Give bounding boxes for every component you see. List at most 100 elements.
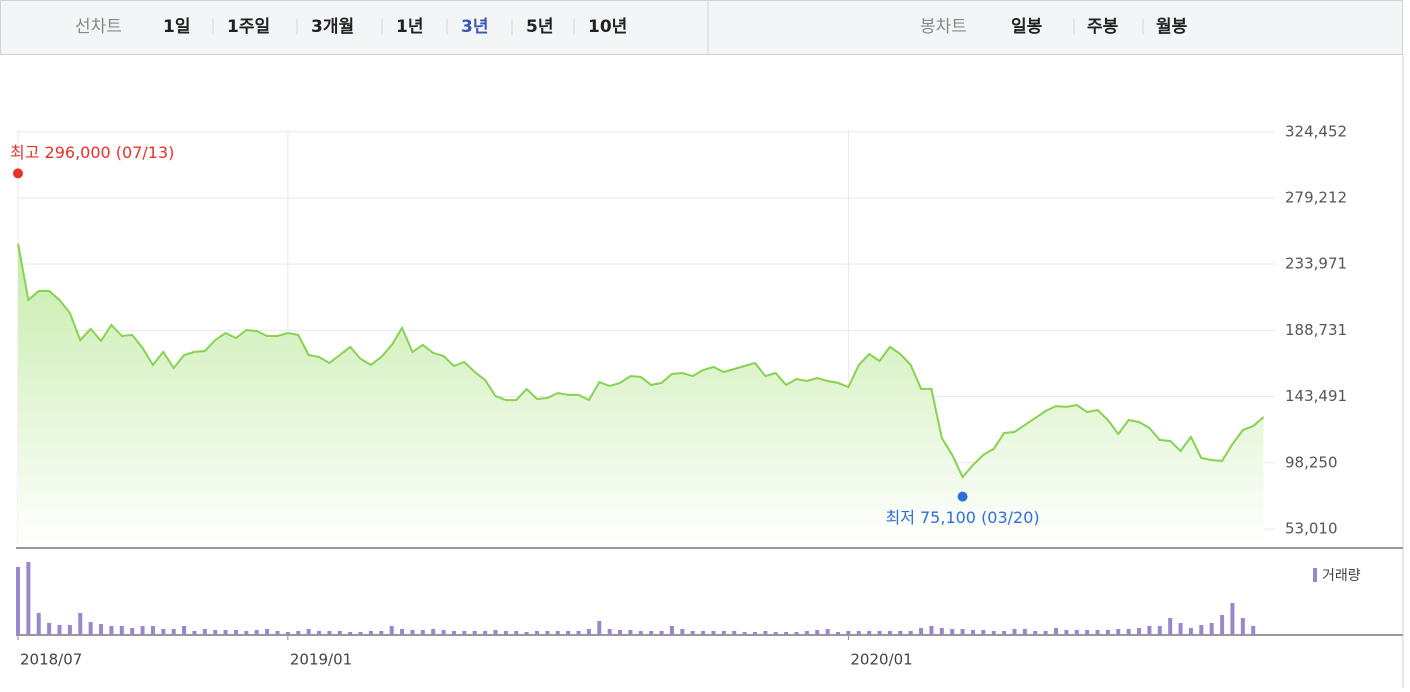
volume-bar	[400, 629, 405, 635]
volume-bar	[752, 632, 757, 635]
volume-bar	[337, 631, 342, 635]
y-tick-label: 233,971	[1285, 255, 1347, 273]
volume-bar	[1095, 630, 1100, 635]
volume-bar	[327, 631, 332, 635]
volume-bar	[493, 630, 498, 635]
volume-bar	[742, 632, 747, 635]
volume-bar	[1157, 626, 1162, 635]
volume-bar	[690, 631, 695, 635]
tab-group-label: 봉차트	[920, 17, 967, 37]
volume-bar	[306, 629, 311, 635]
volume-bar	[244, 631, 249, 635]
annotation-label: 최고 296,000 (07/13)	[10, 143, 174, 162]
period-tab[interactable]: 3개월	[311, 17, 354, 37]
volume-bar	[1126, 629, 1131, 635]
candle-tab[interactable]: 월봉	[1156, 17, 1188, 37]
period-tab[interactable]: 1년	[396, 17, 423, 37]
volume-bar	[649, 631, 654, 635]
volume-bar	[701, 631, 706, 635]
volume-bar	[1022, 629, 1027, 635]
y-tick-label: 324,452	[1285, 122, 1347, 140]
volume-bar	[784, 632, 789, 635]
volume-bar	[1188, 628, 1193, 635]
volume-bar	[711, 631, 716, 635]
volume-bar	[856, 631, 861, 635]
volume-bar	[680, 629, 685, 635]
period-tab[interactable]: 1주일	[227, 17, 270, 37]
x-tick-label: 2020/01	[850, 651, 912, 669]
volume-bar	[348, 632, 353, 635]
volume-bar	[555, 631, 560, 635]
volume-bar	[887, 631, 892, 635]
volume-bar	[1012, 629, 1017, 635]
volume-bar	[991, 631, 996, 635]
period-tab[interactable]: 3년	[461, 17, 488, 37]
volume-bar	[576, 631, 581, 635]
volume-bar	[1002, 631, 1007, 635]
volume-bar	[836, 632, 841, 635]
volume-bar	[763, 631, 768, 635]
volume-bar	[317, 631, 322, 635]
volume-bar	[462, 631, 467, 635]
volume-bar	[26, 562, 31, 635]
volume-bar	[659, 631, 664, 635]
volume-bar	[119, 626, 124, 635]
y-tick-label: 98,250	[1285, 453, 1338, 471]
volume-bar	[368, 631, 373, 635]
volume-bar	[78, 613, 83, 635]
candle-tab[interactable]: 일봉	[1011, 17, 1043, 37]
volume-bar	[867, 631, 872, 635]
volume-bar	[503, 631, 508, 635]
volume-bar	[1137, 628, 1142, 635]
period-tab[interactable]: 5년	[526, 17, 553, 37]
volume-bar	[1054, 628, 1058, 635]
volume-bar	[67, 625, 72, 635]
x-tick-label: 2019/01	[290, 651, 352, 669]
volume-bar	[182, 626, 187, 635]
volume-bar	[99, 624, 104, 635]
volume-bar	[36, 613, 41, 635]
volume-bar	[296, 631, 301, 635]
volume-bar	[410, 630, 415, 635]
volume-bar	[192, 631, 197, 635]
annotation-dot	[13, 168, 23, 179]
volume-bar	[773, 632, 778, 635]
volume-bar	[908, 631, 913, 635]
volume-bar	[898, 631, 903, 635]
volume-bar	[109, 626, 114, 635]
volume-bar	[233, 630, 238, 635]
volume-bar	[140, 626, 145, 635]
candle-tab[interactable]: 주봉	[1087, 17, 1119, 37]
volume-bar	[524, 632, 529, 635]
volume-bar	[275, 631, 280, 635]
volume-bar	[1105, 630, 1110, 635]
volume-bar	[846, 631, 851, 635]
x-tick-label: 2018/07	[20, 651, 82, 669]
volume-bar	[950, 629, 955, 635]
volume-bar	[586, 629, 591, 635]
volume-bar	[171, 629, 176, 635]
period-tab[interactable]: 1일	[163, 17, 190, 37]
volume-bar	[597, 621, 602, 635]
volume-bar	[1064, 630, 1069, 635]
volume-bar	[431, 629, 436, 635]
volume-bar	[358, 632, 363, 635]
volume-bar	[638, 631, 643, 635]
volume-bar	[223, 630, 228, 635]
y-tick-label: 143,491	[1285, 387, 1347, 405]
volume-bar	[1251, 626, 1256, 635]
volume-bar	[1220, 615, 1225, 635]
volume-bar	[1085, 630, 1090, 635]
period-tab[interactable]: 10년	[588, 17, 627, 37]
volume-bar	[379, 631, 384, 635]
volume-bar	[877, 631, 882, 635]
annotation-dot	[957, 491, 968, 502]
volume-bar	[88, 622, 93, 635]
volume-bar	[618, 630, 623, 635]
volume-bar	[161, 629, 166, 635]
volume-bar	[535, 631, 539, 635]
volume-bar	[441, 630, 446, 635]
volume-bar	[628, 630, 633, 635]
volume-bar	[566, 631, 571, 635]
volume-bar	[57, 625, 62, 635]
